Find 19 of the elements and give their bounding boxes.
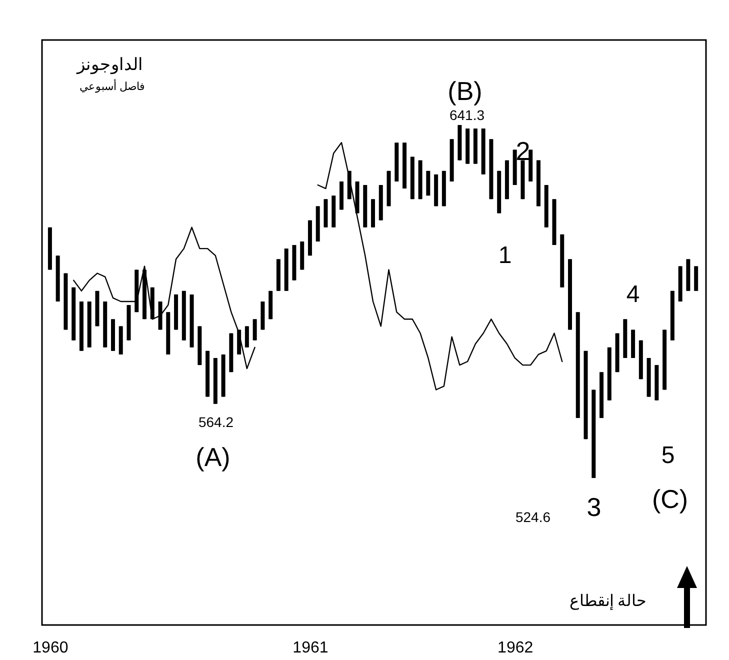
candlestick — [252, 318, 257, 341]
x-tick-label: 1960 — [32, 640, 68, 656]
chart-title: الداوجونز — [76, 55, 143, 75]
text: 3 — [586, 492, 602, 522]
x-tick-label: 1962 — [498, 640, 534, 656]
annotation: 4 — [626, 281, 640, 308]
chart-subtitle: فاصل أسبوعي — [79, 79, 145, 93]
x-tick-label: 1961 — [292, 640, 328, 656]
annotation: 1 — [498, 242, 512, 269]
annotation: 564.2 — [198, 414, 234, 430]
annotation: 5 — [661, 442, 675, 469]
text: (B) — [448, 76, 482, 106]
text: 524.6 — [515, 509, 551, 525]
text: حالة إنقطاع — [569, 593, 647, 610]
text: 641.3 — [449, 107, 485, 123]
candlestick — [244, 326, 249, 348]
annotation: (A) — [196, 442, 230, 472]
text: (C) — [652, 484, 688, 514]
annotation: 2 — [516, 136, 530, 166]
